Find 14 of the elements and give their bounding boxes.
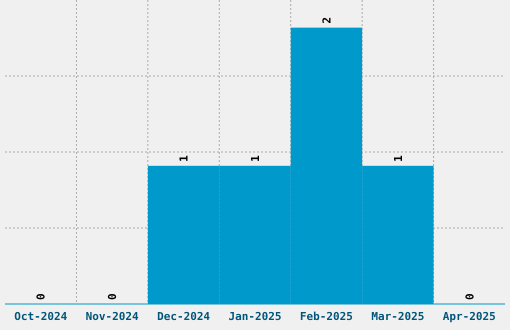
- x-tick-label: Feb-2025: [300, 310, 353, 323]
- x-tick-label: Mar-2025: [371, 310, 424, 323]
- x-tick-label: Oct-2024: [14, 310, 68, 323]
- data-label: 1: [249, 154, 262, 162]
- data-label: 0: [34, 293, 48, 300]
- x-tick-label: Dec-2024: [157, 310, 210, 323]
- x-tick-label: Nov-2024: [86, 310, 140, 323]
- x-tick-label: Apr-2025: [442, 310, 496, 323]
- data-label: 0: [463, 293, 476, 300]
- x-tick-label: Jan-2025: [228, 310, 282, 323]
- data-label: 1: [392, 154, 405, 162]
- data-label: 0: [106, 293, 120, 300]
- data-label: 2: [320, 17, 334, 24]
- data-label: 1: [178, 154, 191, 162]
